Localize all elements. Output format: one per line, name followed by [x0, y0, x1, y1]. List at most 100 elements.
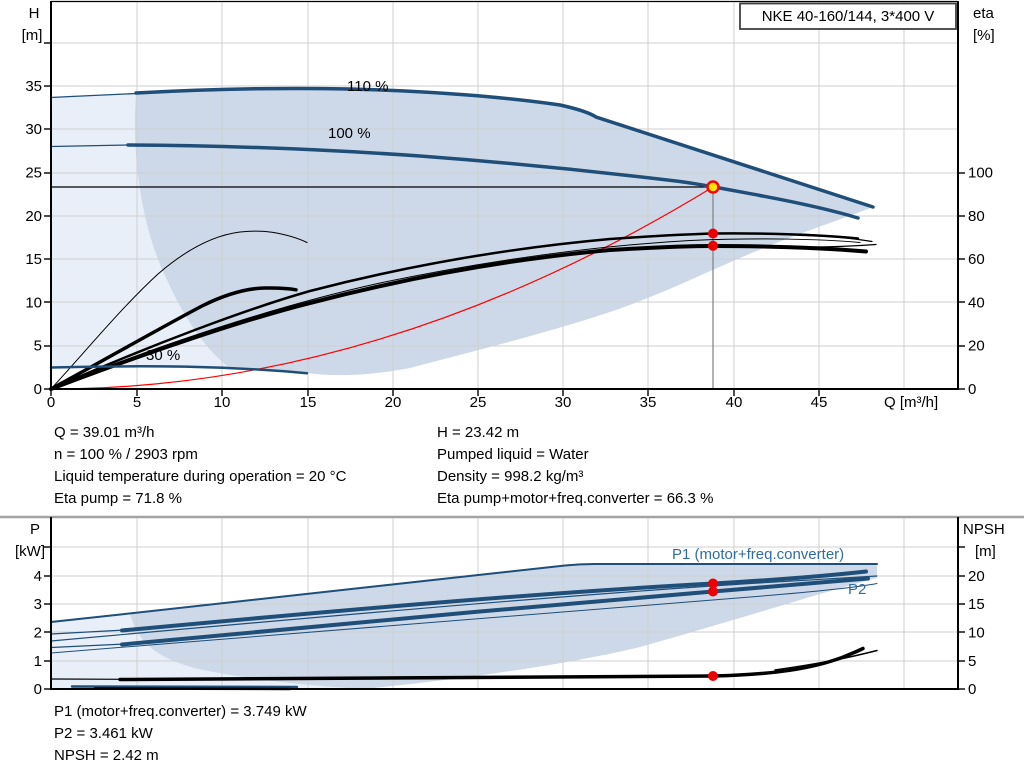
power-npsh-chart: P [kW] NPSH [m] 0 1 2 3 4 0 5 10 15 20 P… [0, 515, 1024, 698]
h-curve-100-thin [50, 144, 129, 148]
h-curve-100 [126, 143, 860, 220]
eta-tick: 80 [968, 208, 985, 225]
duty-info-panel: Q = 39.01 m³/h n = 100 % / 2903 rpm Liqu… [54, 424, 713, 507]
label-100-percent: 100 % [328, 125, 371, 142]
h-curve-110 [134, 86, 875, 209]
eta-tick: 40 [968, 294, 985, 311]
result-p2: P2 = 3.461 kW [54, 725, 154, 742]
h-curves [49, 86, 875, 375]
eta-tick: 0 [968, 381, 976, 398]
q-tick: 25 [470, 394, 487, 411]
npsh-tick: 5 [968, 653, 976, 670]
info-pumped-liquid: Pumped liquid = Water [437, 446, 589, 463]
info-eta-pump: Eta pump = 71.8 % [54, 490, 182, 507]
label-p1-curve: P1 (motor+freq.converter) [672, 546, 844, 563]
eta-axis-unit: [%] [973, 27, 995, 44]
h-curve-30 [49, 365, 309, 375]
h-tick: 30 [25, 121, 42, 138]
results-panel: P1 (motor+freq.converter) = 3.749 kW P2 … [54, 703, 307, 764]
p1-marker [708, 578, 718, 589]
eta-reduced-speed-curve [50, 230, 308, 390]
q-tick: 35 [640, 394, 657, 411]
npsh-curve-fork [774, 649, 878, 671]
p-axis-label: P [30, 521, 40, 538]
q-tick: 10 [214, 394, 231, 411]
p-min-thin-curve [50, 583, 878, 654]
h-curve-110-thin [50, 92, 137, 99]
npsh-tick-labels: 0 5 10 15 20 [968, 568, 985, 698]
p-axis-unit: [kW] [15, 543, 45, 560]
operating-curve-red [50, 186, 714, 390]
q-tick: 20 [385, 394, 402, 411]
q-tick-labels: 0 5 10 15 20 25 30 35 40 45 [47, 394, 828, 411]
p-tick: 0 [34, 681, 42, 698]
eta-total-curve [49, 243, 868, 391]
q-tick: 15 [300, 394, 317, 411]
npsh-curve [118, 646, 865, 682]
qh-chart: H [m] eta [%] Q [m³/h] 0 5 10 15 20 25 3… [22, 0, 995, 411]
eta-tick-labels: 0 20 40 60 80 100 [968, 165, 993, 399]
h-axis-unit: [m] [22, 27, 43, 44]
h-tick: 0 [34, 381, 42, 398]
h-tick: 5 [34, 338, 42, 355]
eta-tick: 100 [968, 165, 993, 182]
p-tick: 1 [34, 653, 42, 670]
p2-curve-thin-lead [50, 643, 126, 649]
eta-tick: 60 [968, 251, 985, 268]
result-p1: P1 (motor+freq.converter) = 3.749 kW [54, 703, 307, 720]
info-liquid-temp: Liquid temperature during operation = 20… [54, 468, 347, 485]
qh-ticks [44, 42, 965, 396]
p2-curve [120, 576, 870, 647]
q-tick: 45 [811, 394, 828, 411]
h-tick: 20 [25, 208, 42, 225]
p-tick: 3 [34, 596, 42, 613]
h-tick: 25 [25, 165, 42, 182]
eta-total-marker [708, 240, 718, 251]
eta-pump-marker [708, 228, 718, 239]
eta-mid-thin-curve [50, 238, 861, 390]
h-tick: 35 [25, 78, 42, 95]
p1-curve-thin-lead [50, 629, 126, 635]
p2-marker [708, 586, 718, 597]
p-mid-thin-curve [50, 575, 878, 642]
info-q: Q = 39.01 m³/h [54, 424, 154, 441]
label-p2-curve: P2 [848, 581, 866, 598]
h-tick-labels: 0 5 10 15 20 25 30 35 [25, 78, 42, 398]
q-tick: 40 [726, 394, 743, 411]
eta-total-curve-fork [809, 243, 877, 248]
info-eta-total: Eta pump+motor+freq.converter = 66.3 % [437, 490, 713, 507]
npsh-tick: 15 [968, 596, 985, 613]
q-tick: 5 [133, 394, 141, 411]
qh-gridlines [52, 2, 957, 388]
eta-reduced-total-curve [49, 286, 298, 391]
p1-curve [120, 569, 868, 633]
h-tick: 10 [25, 294, 42, 311]
npsh-marker [708, 671, 718, 681]
operating-point-marker [706, 180, 720, 194]
h-axis-label: H [29, 5, 40, 22]
result-npsh: NPSH = 2.42 m [54, 747, 159, 764]
p1-max-envelope-curve [50, 563, 878, 623]
eta-curves [49, 230, 877, 391]
label-110-percent: 110 % [347, 78, 388, 95]
label-30-percent: 30 % [146, 347, 180, 364]
npsh-axis-label: NPSH [963, 521, 1005, 538]
info-n: n = 100 % / 2903 rpm [54, 446, 198, 463]
q-tick: 30 [555, 394, 572, 411]
npsh-tick: 20 [968, 568, 985, 585]
pump-title: NKE 40-160/144, 3*400 V [762, 8, 935, 25]
eta-pump-curve-fork [799, 233, 873, 243]
p-30-speed-curve [70, 685, 299, 689]
npsh-tick: 10 [968, 625, 985, 642]
info-h: H = 23.42 m [437, 424, 519, 441]
eta-tick: 20 [968, 338, 985, 355]
npsh-tick: 0 [968, 681, 976, 698]
p-tick: 2 [34, 625, 42, 642]
qh-envelope-pale-region [51, 93, 230, 368]
eta-pump-curve [49, 232, 860, 391]
power-curves [50, 563, 878, 689]
npsh-axis-unit: [m] [975, 543, 996, 560]
pump-title-box [739, 2, 957, 30]
